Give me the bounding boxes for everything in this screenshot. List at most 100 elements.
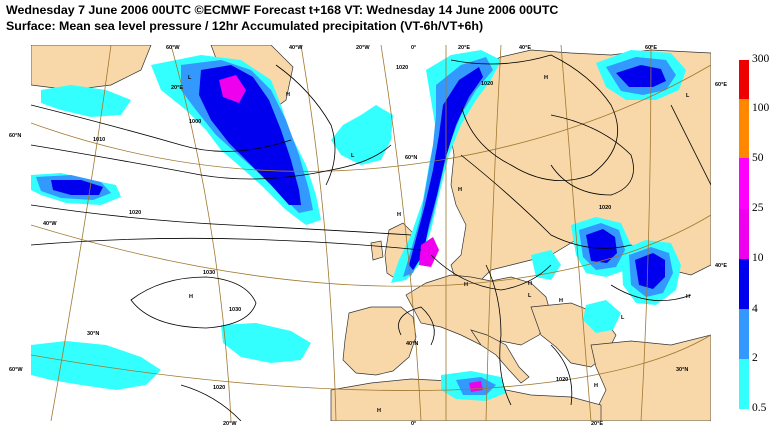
low-pressure-centre: L bbox=[188, 75, 192, 81]
high-pressure-centre: H bbox=[464, 282, 468, 288]
legend-label: 0.5 bbox=[752, 402, 767, 414]
latitude-label: 40°E bbox=[715, 263, 727, 269]
isobar-label: 1020 bbox=[396, 65, 409, 71]
high-pressure-centre: H bbox=[528, 281, 532, 287]
isobar-label: 1020 bbox=[481, 81, 494, 87]
precipitation-area bbox=[409, 67, 483, 270]
longitude-label: 20°W bbox=[356, 45, 370, 51]
precipitation-area bbox=[616, 65, 666, 87]
high-pressure-centre: H bbox=[189, 294, 193, 300]
isobar-label: 1020 bbox=[556, 377, 569, 383]
isobar-label: 1020 bbox=[599, 205, 612, 211]
isobar bbox=[550, 114, 634, 196]
legend-label: 4 bbox=[752, 303, 758, 315]
high-pressure-centre: H bbox=[377, 408, 381, 414]
graticule-line bbox=[170, 44, 232, 422]
precipitation-area bbox=[331, 105, 393, 165]
precipitation-area bbox=[635, 253, 665, 289]
isobar-label: 1000 bbox=[189, 119, 202, 125]
legend-swatch bbox=[739, 209, 749, 259]
isobar-label: 1030 bbox=[203, 270, 216, 276]
graticule-line bbox=[560, 44, 592, 422]
high-pressure-centre: H bbox=[594, 383, 598, 389]
legend-swatch bbox=[739, 309, 749, 359]
isobar bbox=[460, 154, 632, 249]
isobar bbox=[430, 254, 552, 291]
latitude-label: 40°N bbox=[406, 341, 419, 347]
high-pressure-centre: H bbox=[544, 75, 548, 81]
precipitation-area bbox=[583, 300, 621, 333]
legend-swatch bbox=[739, 60, 749, 99]
legend-label: 2 bbox=[752, 352, 758, 364]
precipitation-area bbox=[199, 65, 301, 205]
isobar bbox=[180, 384, 242, 422]
longitude-label: 60°W bbox=[166, 45, 180, 51]
precipitation-area bbox=[221, 323, 311, 363]
longitude-label: 20°W bbox=[223, 421, 237, 427]
longitude-label: 20°E bbox=[591, 421, 603, 427]
latitude-label: 60°N bbox=[9, 133, 22, 139]
latitude-label: 30°N bbox=[87, 331, 100, 337]
low-pressure-centre: L bbox=[351, 153, 355, 159]
graticule-line bbox=[30, 334, 712, 391]
isobar-label: 1030 bbox=[229, 307, 242, 313]
isobar bbox=[30, 204, 412, 236]
high-pressure-centre: H bbox=[686, 294, 690, 300]
isobar bbox=[610, 284, 692, 301]
isobar-label: 1020 bbox=[129, 210, 142, 216]
isobar-label: 1020 bbox=[213, 385, 226, 391]
high-pressure-centre: H bbox=[559, 298, 563, 304]
graticule-line bbox=[50, 44, 112, 422]
graticule-line bbox=[30, 214, 712, 287]
legend-label: 300 bbox=[752, 53, 770, 65]
isobar-label: 1010 bbox=[93, 137, 106, 143]
low-pressure-centre: L bbox=[686, 93, 690, 99]
low-pressure-centre: L bbox=[528, 293, 532, 299]
precipitation-area bbox=[219, 75, 246, 103]
isobar bbox=[670, 104, 712, 186]
graticule-line bbox=[300, 44, 337, 422]
graticule-line bbox=[380, 44, 422, 422]
iberia-land bbox=[342, 306, 417, 376]
legend-swatch bbox=[739, 99, 749, 158]
latitude-label: 30°N bbox=[676, 367, 689, 373]
graticule-line bbox=[30, 64, 712, 172]
precipitation-area bbox=[586, 229, 617, 263]
legend-label: 50 bbox=[752, 152, 764, 164]
isobar bbox=[30, 237, 422, 251]
precipitation-area bbox=[41, 85, 131, 117]
north-america-land bbox=[30, 44, 152, 91]
high-pressure-centre: H bbox=[458, 187, 462, 193]
isobar bbox=[30, 144, 392, 180]
longitude-label: 0° bbox=[411, 45, 417, 51]
isobar bbox=[275, 64, 336, 186]
longitude-label: 40°W bbox=[289, 45, 303, 51]
longitude-label: 60°E bbox=[645, 45, 657, 51]
latitude-label: 60°E bbox=[715, 82, 727, 88]
legend-label: 100 bbox=[752, 102, 770, 114]
graticule-line bbox=[485, 44, 502, 422]
isobar bbox=[550, 344, 573, 406]
forecast-map: 60°W 40°W 20°W 0° 20°E 40°E 60°E 20°W 0°… bbox=[9, 44, 727, 427]
latitude-label: 40°W bbox=[43, 221, 57, 227]
isobar bbox=[130, 276, 257, 329]
isobar bbox=[398, 306, 435, 346]
longitude-label: 0° bbox=[411, 421, 417, 427]
field-description: Surface: Mean sea level pressure / 12hr … bbox=[6, 19, 484, 33]
latitude-label: 20°E bbox=[171, 85, 183, 91]
map-canvas bbox=[30, 44, 712, 422]
precipitation-area bbox=[419, 237, 439, 267]
turkey-middle-east-land bbox=[590, 334, 712, 422]
high-pressure-centre: H bbox=[397, 212, 401, 218]
legend-swatch bbox=[739, 359, 749, 409]
graticule-lines bbox=[30, 44, 712, 422]
latitude-label: 60°N bbox=[405, 155, 418, 161]
legend-label: 25 bbox=[752, 202, 764, 214]
longitude-label: 40°E bbox=[519, 45, 531, 51]
isobar-lines bbox=[30, 54, 712, 422]
high-pressure-centre: H bbox=[286, 92, 290, 98]
legend-swatch bbox=[739, 158, 749, 209]
forecast-title: Wednesday 7 June 2006 00UTC ©ECMWF Forec… bbox=[6, 3, 559, 17]
graticule-line bbox=[640, 44, 652, 422]
legend-label: 10 bbox=[752, 252, 764, 264]
